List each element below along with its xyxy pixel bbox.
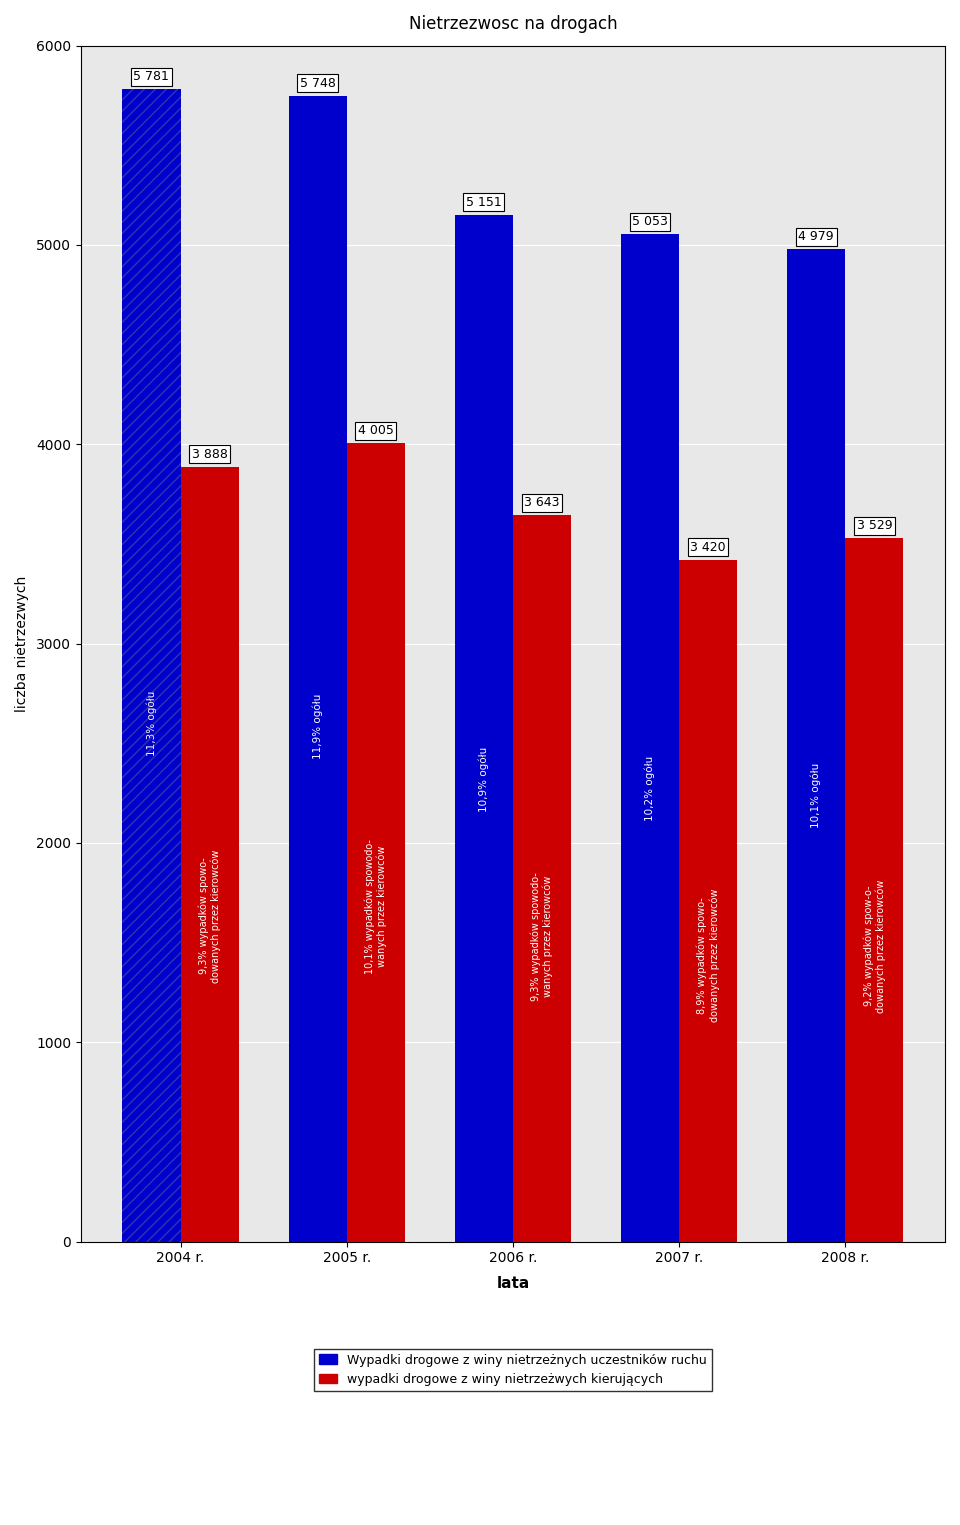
Title: Nietrzezwosc na drogach: Nietrzezwosc na drogach <box>409 15 617 34</box>
Text: 10,1% ogółu: 10,1% ogółu <box>811 762 822 828</box>
Bar <box>846 538 903 1241</box>
Text: 3 643: 3 643 <box>524 497 560 509</box>
Legend: Wypadki drogowe z winy nietrzeżnych uczestników ruchu, wypadki drogowe z winy ni: Wypadki drogowe z winy nietrzeżnych ucze… <box>314 1348 712 1391</box>
Text: 11,9% ogółu: 11,9% ogółu <box>312 694 323 759</box>
Text: 5 748: 5 748 <box>300 76 336 90</box>
Text: 9,2% wypadków spow-o-
dowanych przez kierowców: 9,2% wypadków spow-o- dowanych przez kie… <box>863 880 886 1013</box>
Text: 4 005: 4 005 <box>358 424 394 438</box>
Text: 10,2% ogółu: 10,2% ogółu <box>645 756 656 820</box>
Text: 11,3% ogółu: 11,3% ogółu <box>146 691 156 756</box>
Bar <box>122 90 180 1241</box>
Y-axis label: liczba nietrzezwych: liczba nietrzezwych <box>15 575 29 712</box>
Bar <box>122 90 180 1241</box>
Text: 5 151: 5 151 <box>466 195 502 209</box>
Text: 5 053: 5 053 <box>632 215 668 229</box>
Text: 9,3% wypadków spowo-
dowanych przez kierowców: 9,3% wypadków spowo- dowanych przez kier… <box>199 849 221 982</box>
Text: 10,9% ogółu: 10,9% ogółu <box>479 747 489 813</box>
Bar <box>513 515 571 1241</box>
Text: 3 529: 3 529 <box>856 518 892 532</box>
Text: 3 420: 3 420 <box>690 541 726 554</box>
Bar <box>787 249 846 1241</box>
Text: 4 979: 4 979 <box>799 230 834 242</box>
Text: 5 781: 5 781 <box>133 70 169 84</box>
Bar <box>621 235 679 1241</box>
Bar <box>289 96 347 1241</box>
Text: 9,3% wypadków spowodo-
wanych przez kierowców: 9,3% wypadków spowodo- wanych przez kier… <box>531 872 553 1000</box>
Bar <box>347 444 405 1241</box>
Bar <box>679 560 737 1241</box>
Bar <box>455 215 513 1241</box>
Text: 8,9% wypadków spowo-
dowanych przez kierowców: 8,9% wypadków spowo- dowanych przez kier… <box>697 889 720 1022</box>
Text: 10,1% wypadków spowodo-
wanych przez kierowców: 10,1% wypadków spowodo- wanych przez kie… <box>365 839 387 974</box>
X-axis label: lata: lata <box>496 1276 530 1292</box>
Bar <box>180 467 239 1241</box>
Text: 3 888: 3 888 <box>192 448 228 461</box>
